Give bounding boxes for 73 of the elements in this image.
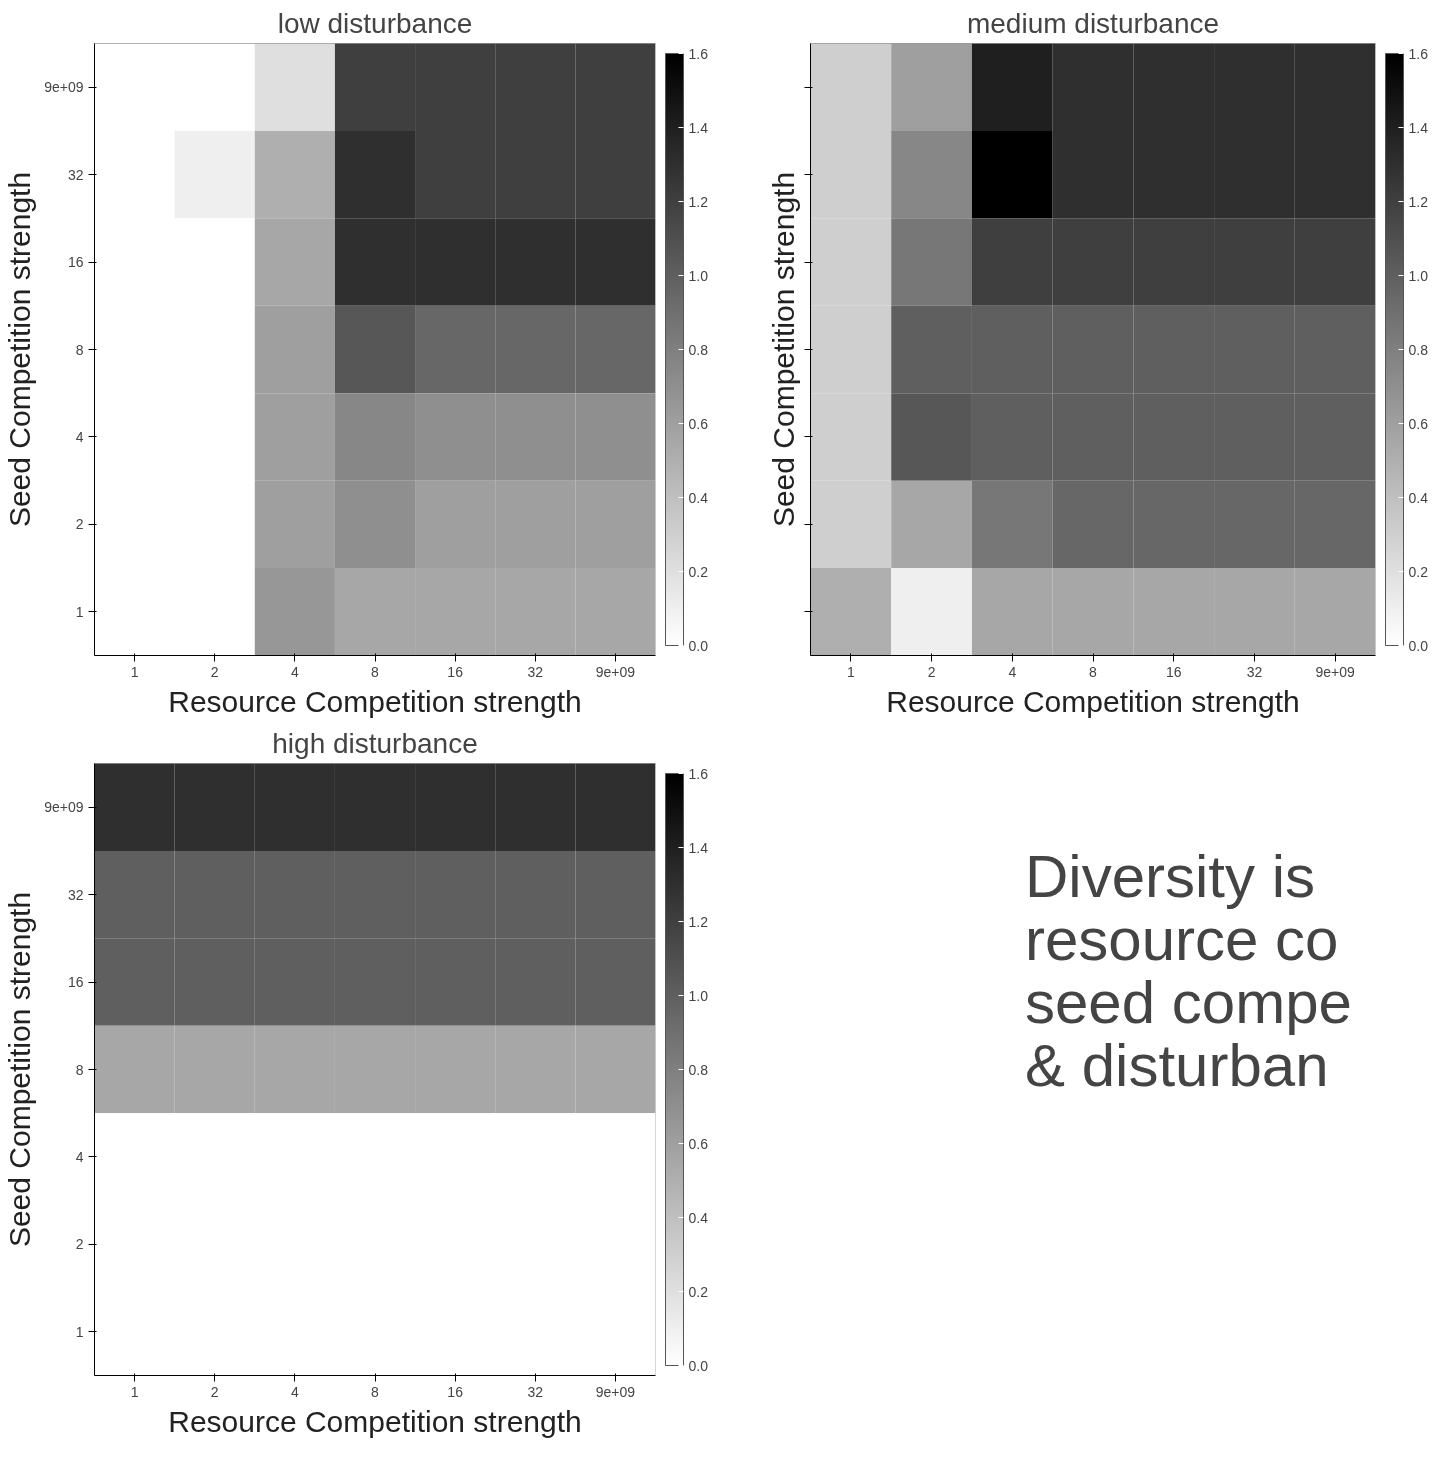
text: Diversity is <box>1025 843 1316 910</box>
chart-title: medium disturbance <box>966 7 1220 39</box>
y-tick-label: 9e+09 <box>44 799 84 816</box>
x-tick-label: 1 <box>846 663 855 680</box>
x-tick-label: 16 <box>1165 663 1182 680</box>
x-tick-label: 16 <box>447 1383 464 1400</box>
x-tick-label: 2 <box>927 663 936 680</box>
x-tick-label: 16 <box>447 663 464 680</box>
color-bar-label: 0.4 <box>1408 489 1429 506</box>
color-bar-label: 0.4 <box>688 489 709 506</box>
color-bar-label: 0.0 <box>1408 637 1429 654</box>
color-bar-label: 0.6 <box>688 1135 709 1152</box>
color-bar-label: 1.0 <box>688 267 709 284</box>
chart-title: low disturbance <box>277 7 473 39</box>
color-bar-label: 1.6 <box>1408 45 1429 62</box>
x-tick-label: 8 <box>371 1383 380 1400</box>
chart-title: high disturbance <box>272 727 478 759</box>
color-bar-label: 1.6 <box>688 45 709 62</box>
color-bar-label: 1.2 <box>688 193 709 210</box>
y-tick-label: 16 <box>67 254 84 271</box>
color-bar-label: 0.2 <box>688 563 709 580</box>
y-axis-title: Seed Competition strength <box>3 891 37 1248</box>
y-tick-label: 1 <box>75 603 84 620</box>
x-tick-label: 9e+09 <box>1315 663 1356 680</box>
y-tick-label: 16 <box>67 974 84 991</box>
color-bar-label: 0.6 <box>688 415 709 432</box>
color-bar-label: 1.6 <box>688 765 709 782</box>
y-tick-label: 9e+09 <box>44 79 84 96</box>
x-tick-label: 32 <box>527 663 544 680</box>
y-axis-title: Seed Competition strength <box>3 171 37 528</box>
y-tick-label: 4 <box>75 428 84 445</box>
y-tick-label: 8 <box>75 341 84 358</box>
x-tick-label: 32 <box>1246 663 1263 680</box>
x-tick-label: 2 <box>210 1383 219 1400</box>
color-bar-label: 0.2 <box>688 1283 709 1300</box>
x-tick-label: 4 <box>290 663 299 680</box>
y-tick-label: 4 <box>75 1148 84 1165</box>
x-tick-label: 8 <box>1089 663 1098 680</box>
x-tick-label: 2 <box>210 663 219 680</box>
x-tick-label: 32 <box>527 1383 544 1400</box>
color-bar-label: 1.0 <box>688 987 709 1004</box>
x-tick-label: 4 <box>290 1383 299 1400</box>
color-bar-label: 0.4 <box>688 1209 709 1226</box>
x-tick-label: 9e+09 <box>595 663 636 680</box>
x-tick-label: 1 <box>130 663 139 680</box>
y-tick-label: 32 <box>67 886 84 903</box>
color-bar-label: 1.2 <box>1408 193 1429 210</box>
x-tick-label: 4 <box>1008 663 1017 680</box>
color-bar-label: 0.8 <box>1408 341 1429 358</box>
x-axis-title: Resource Competition strength <box>886 684 1300 718</box>
text: seed compe <box>1025 969 1352 1036</box>
y-tick-label: 2 <box>75 516 84 533</box>
color-bar-label: 0.8 <box>688 1061 709 1078</box>
x-tick-label: 1 <box>130 1383 139 1400</box>
y-tick-label: 8 <box>75 1061 84 1078</box>
y-tick-label: 32 <box>67 166 84 183</box>
y-tick-label: 2 <box>75 1236 84 1253</box>
x-axis-title: Resource Competition strength <box>168 684 582 718</box>
color-bar-label: 1.0 <box>1408 267 1429 284</box>
color-bar-label: 1.4 <box>688 839 709 856</box>
color-bar-label: 1.4 <box>1408 119 1429 136</box>
x-tick-label: 9e+09 <box>595 1383 636 1400</box>
y-tick-label: 1 <box>75 1323 84 1340</box>
color-bar-label: 0.0 <box>688 637 709 654</box>
color-bar-label: 1.2 <box>688 913 709 930</box>
x-axis-title: Resource Competition strength <box>168 1404 582 1438</box>
color-bar-label: 0.0 <box>688 1357 709 1374</box>
y-axis-title: Seed Competition strength <box>766 171 800 528</box>
color-bar-label: 0.6 <box>1408 415 1429 432</box>
color-bar-label: 0.8 <box>688 341 709 358</box>
color-bar-label: 0.2 <box>1408 563 1429 580</box>
x-tick-label: 8 <box>371 663 380 680</box>
color-bar-label: 1.4 <box>688 119 709 136</box>
